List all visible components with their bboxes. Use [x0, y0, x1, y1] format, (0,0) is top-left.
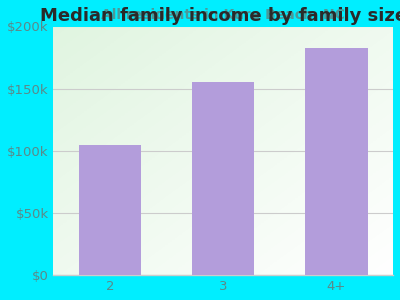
Bar [192, 82, 254, 275]
Bar [305, 48, 368, 275]
Text: All residents in Kure Beach, NC: All residents in Kure Beach, NC [101, 8, 345, 22]
Bar [79, 145, 141, 275]
Title: Median family income by family size: Median family income by family size [40, 7, 400, 25]
